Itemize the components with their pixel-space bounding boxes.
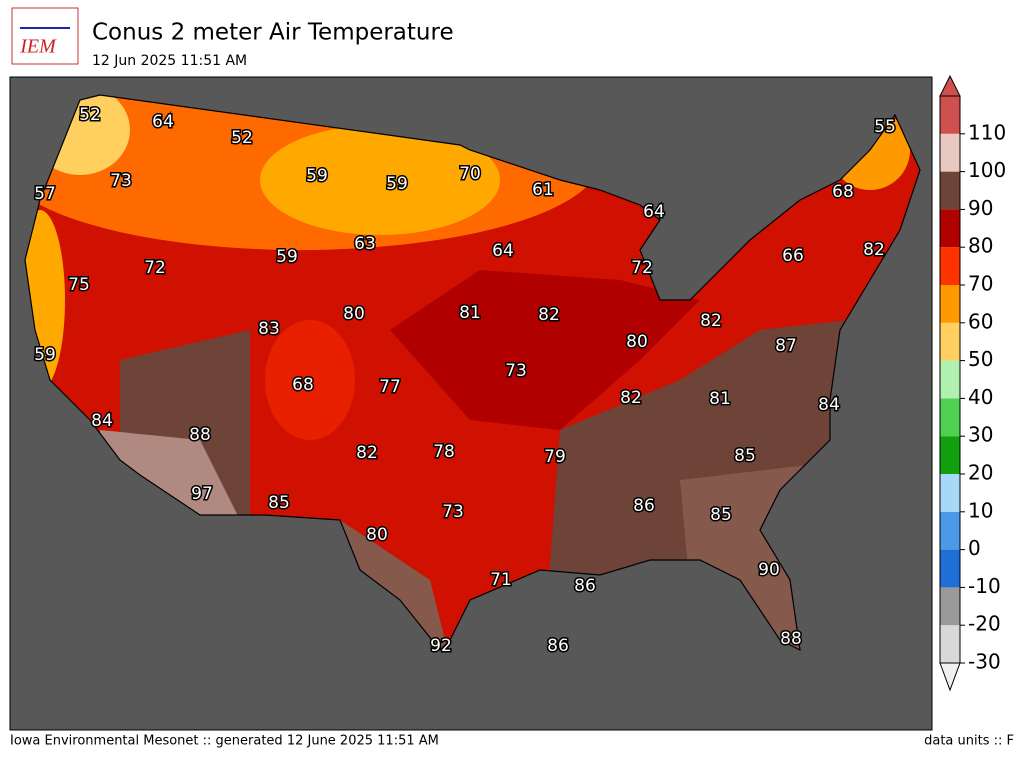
temp-label: 90 (758, 560, 780, 580)
map-labels: 52 64 52 55 57 73 59 59 70 61 68 64 63 59 64 82 66 72 72 75… (33, 104, 898, 658)
footer-right: data units :: F (924, 734, 1014, 749)
colorbar-outline (939, 95, 961, 664)
logo-text: IEM (19, 36, 57, 58)
temp-label: 78 (433, 442, 455, 462)
temp-label: 86 (633, 496, 655, 516)
colorbar-arrow-top (939, 74, 961, 97)
colorbar-band (940, 549, 960, 588)
colorbar-band (940, 247, 960, 285)
temp-label: 71 (490, 570, 512, 590)
temp-label: 61 (532, 180, 554, 200)
temp-label: 88 (780, 629, 802, 649)
temp-label: 81 (459, 303, 481, 323)
temp-label: 85 (710, 505, 732, 525)
temp-label: 85 (734, 446, 756, 466)
colorbar-band (940, 625, 960, 663)
temp-label: 86 (547, 636, 569, 656)
colorbar-label: 0 (968, 536, 981, 560)
temp-label: 64 (152, 112, 174, 132)
subtitle: 12 Jun 2025 11:51 AM (92, 53, 247, 69)
colorbar-band (940, 474, 960, 512)
temp-label: 87 (775, 336, 797, 356)
footer-left: Iowa Environmental Mesonet :: generated … (10, 734, 439, 749)
temp-label: 97 (191, 484, 213, 504)
temp-label: 68 (292, 375, 314, 395)
temp-label: 86 (574, 576, 596, 596)
temp-label: 64 (492, 241, 514, 261)
colorbar-label: 60 (968, 309, 993, 333)
temp-label: 82 (863, 240, 885, 260)
temp-label: 79 (544, 447, 566, 467)
colorbar-label: 70 (968, 272, 993, 296)
colorbar-label: 90 (968, 196, 993, 220)
temp-label: 80 (626, 332, 648, 352)
temp-label: 64 (643, 202, 665, 222)
temp-label: 70 (459, 164, 481, 184)
temp-label: 84 (818, 395, 840, 415)
colorbar-band (940, 398, 960, 437)
temp-label: 88 (189, 425, 211, 445)
colorbar: -30 -20 -10 0 10 20 30 40 50 60 70 80 90 100 110 (939, 74, 1006, 692)
colorbar-label: -30 (968, 650, 1001, 674)
temp-label: 82 (700, 311, 722, 331)
colorbar-band (940, 171, 960, 210)
temp-label: 72 (631, 258, 653, 278)
temp-label: 52 (79, 105, 101, 125)
temp-label: 77 (379, 377, 401, 397)
colorbar-label: 30 (968, 423, 993, 447)
temp-label: 73 (505, 361, 527, 381)
colorbar-label: 10 (968, 498, 993, 522)
temp-label: 68 (832, 182, 854, 202)
temp-label: 59 (386, 174, 408, 194)
temp-label: 59 (306, 166, 328, 186)
title: Conus 2 meter Air Temperature (92, 20, 454, 46)
temp-label: 73 (110, 171, 132, 191)
colorbar-band (940, 285, 960, 323)
colorbar-label: 20 (968, 461, 993, 485)
temp-label: 80 (366, 525, 388, 545)
colorbar-label: 80 (968, 234, 993, 258)
temp-label: 59 (276, 247, 298, 267)
temp-label: 63 (354, 234, 376, 254)
temp-label: 84 (91, 411, 113, 431)
temp-label: 92 (430, 636, 452, 656)
temp-label: 57 (34, 184, 56, 204)
temp-label: 83 (258, 319, 280, 339)
temp-label: 82 (538, 305, 560, 325)
colorbar-label: 50 (968, 347, 993, 371)
temp-label: 55 (874, 117, 896, 137)
colorbar-band (940, 436, 960, 474)
temp-label: 75 (68, 275, 90, 295)
colorbar-band (940, 587, 960, 626)
temp-label: 85 (268, 493, 290, 513)
temp-label: 52 (231, 128, 253, 148)
colorbar-band (940, 360, 960, 399)
temp-label: 72 (144, 258, 166, 278)
colorbar-label: -20 (968, 612, 1001, 636)
colorbar-band (940, 511, 960, 550)
colorbar-label: 100 (968, 158, 1006, 182)
temp-label: 80 (343, 304, 365, 324)
temp-label: 81 (709, 389, 731, 409)
temp-label: 82 (620, 388, 642, 408)
colorbar-band (940, 133, 960, 172)
colorbar-band (940, 322, 960, 361)
logo: IEM (11, 7, 79, 65)
colorbar-label: 40 (968, 385, 993, 409)
colorbar-band (940, 96, 960, 134)
temp-label: 66 (782, 246, 804, 266)
temp-label: 59 (34, 345, 56, 365)
colorbar-label: 110 (968, 120, 1006, 144)
colorbar-arrow-bottom (939, 662, 961, 692)
temp-label: 82 (356, 443, 378, 463)
colorbar-band (940, 209, 960, 248)
colorbar-label: -10 (968, 574, 1001, 598)
temp-label: 73 (442, 502, 464, 522)
